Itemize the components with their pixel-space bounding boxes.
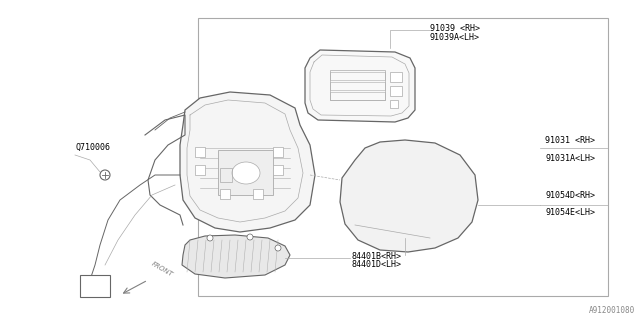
Text: FRONT: FRONT: [150, 261, 173, 278]
Bar: [330, 92, 385, 100]
Bar: [330, 82, 385, 90]
Text: Q710006: Q710006: [75, 143, 110, 152]
Bar: [220, 189, 230, 199]
Bar: [390, 72, 402, 82]
Bar: [220, 168, 232, 182]
Bar: [218, 150, 273, 195]
Bar: [195, 147, 205, 157]
Circle shape: [247, 234, 253, 240]
Bar: [253, 189, 263, 199]
Ellipse shape: [232, 162, 260, 184]
Bar: [390, 86, 402, 96]
Text: 91031A<LH>: 91031A<LH>: [545, 154, 595, 163]
Bar: [195, 165, 205, 175]
Text: 91039A<LH>: 91039A<LH>: [430, 33, 480, 42]
Circle shape: [275, 245, 281, 251]
Text: 91039 <RH>: 91039 <RH>: [430, 24, 480, 33]
Text: A912001080: A912001080: [589, 306, 635, 315]
Bar: [390, 100, 398, 108]
Polygon shape: [340, 140, 478, 252]
Bar: [330, 70, 385, 100]
Text: 91031 <RH>: 91031 <RH>: [545, 136, 595, 145]
Bar: [198, 18, 608, 296]
Text: 84401D<LH>: 84401D<LH>: [352, 260, 402, 269]
Bar: [273, 165, 283, 175]
Bar: [330, 72, 385, 80]
Bar: [273, 147, 283, 157]
Text: 91054D<RH>: 91054D<RH>: [545, 191, 595, 200]
Circle shape: [207, 235, 213, 241]
Polygon shape: [180, 92, 315, 232]
Circle shape: [100, 170, 110, 180]
Text: 91054E<LH>: 91054E<LH>: [545, 208, 595, 217]
Text: 84401B<RH>: 84401B<RH>: [352, 252, 402, 261]
Polygon shape: [182, 235, 290, 278]
Polygon shape: [305, 50, 415, 122]
Bar: [80, 275, 110, 297]
